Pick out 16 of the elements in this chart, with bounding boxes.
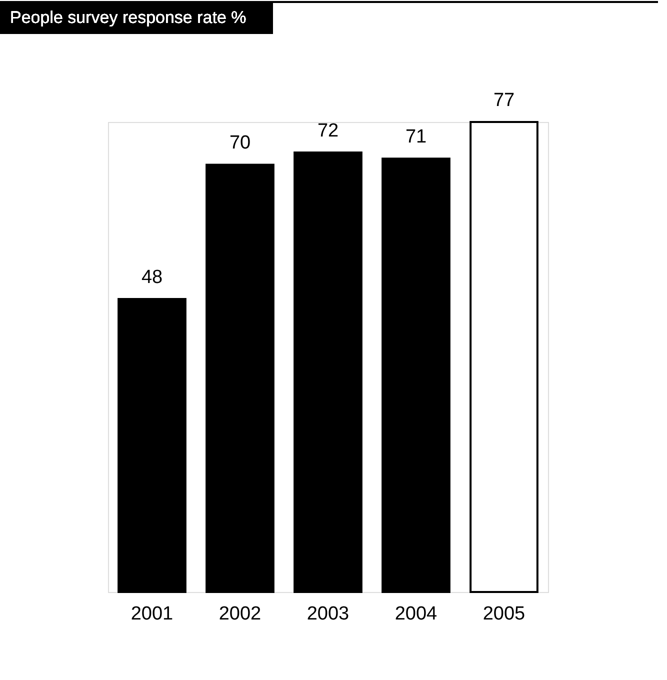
x-tick-label: 2002 — [218, 604, 262, 624]
x-tick-label: 2004 — [394, 604, 438, 624]
chart-title: People survey response rate % — [10, 8, 246, 27]
x-tick-label: 2001 — [130, 604, 174, 624]
bar — [206, 164, 274, 593]
bar — [294, 152, 362, 593]
x-tick-label: 2003 — [306, 604, 350, 624]
bar — [118, 298, 186, 593]
x-tick-label: 2005 — [482, 604, 526, 624]
data-label: 71 — [405, 126, 427, 148]
bar — [470, 121, 538, 593]
data-label: 72 — [317, 120, 339, 142]
data-label: 48 — [141, 267, 163, 288]
data-label: 70 — [229, 132, 251, 154]
bar — [382, 158, 450, 593]
data-label: 77 — [493, 90, 515, 111]
